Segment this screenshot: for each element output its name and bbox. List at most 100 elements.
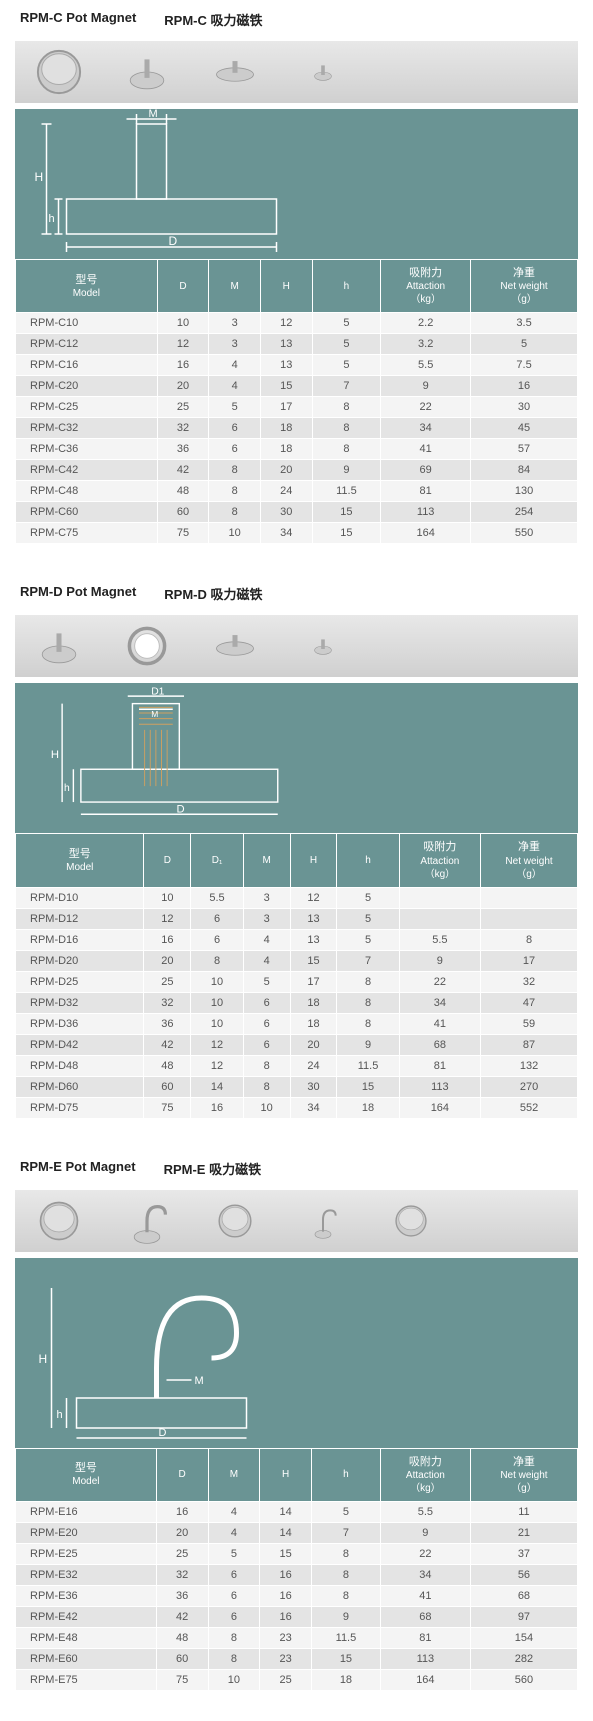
value-cell: 20 <box>156 1522 208 1543</box>
value-cell: 8 <box>337 992 399 1013</box>
value-cell: 48 <box>157 481 209 502</box>
value-cell: 10 <box>144 887 191 908</box>
value-cell: 7 <box>337 950 399 971</box>
product-icon <box>123 622 171 670</box>
value-cell: 15 <box>337 1076 399 1097</box>
product-icon <box>35 48 83 96</box>
product-icon <box>211 1197 259 1245</box>
product-icon <box>211 622 259 670</box>
value-cell: 75 <box>157 523 209 544</box>
value-cell: 60 <box>157 502 209 523</box>
product-icon <box>299 1197 347 1245</box>
value-cell <box>481 887 578 908</box>
value-cell: 16 <box>260 1585 312 1606</box>
table-row: RPM-E7575102518164560 <box>16 1669 578 1690</box>
value-cell: 4 <box>209 376 261 397</box>
value-cell: 4 <box>243 929 290 950</box>
value-cell: 57 <box>471 439 578 460</box>
value-cell: 36 <box>157 439 209 460</box>
value-cell: 130 <box>471 481 578 502</box>
model-cell: RPM-D10 <box>16 887 144 908</box>
value-cell: 164 <box>380 1669 470 1690</box>
table-row: RPM-E484882311.581154 <box>16 1627 578 1648</box>
column-header: h <box>312 1448 381 1501</box>
value-cell: 8 <box>208 1627 260 1648</box>
table-row: RPM-C363661884157 <box>16 439 578 460</box>
value-cell: 34 <box>381 418 471 439</box>
table-row: RPM-C7575103415164550 <box>16 523 578 544</box>
value-cell: 5 <box>312 355 381 376</box>
header-en: Attaction （kg） <box>383 1469 468 1495</box>
value-cell: 5 <box>337 908 399 929</box>
value-cell: 45 <box>471 418 578 439</box>
header-en: H <box>293 854 335 867</box>
value-cell: 10 <box>243 1097 290 1118</box>
value-cell: 14 <box>260 1501 312 1522</box>
model-cell: RPM-D60 <box>16 1076 144 1097</box>
table-row: RPM-C252551782230 <box>16 397 578 418</box>
header-en: D₁ <box>193 854 240 867</box>
header-en: h <box>315 280 379 293</box>
value-cell: 5.5 <box>399 929 480 950</box>
value-cell: 25 <box>144 971 191 992</box>
value-cell: 25 <box>157 397 209 418</box>
header-cn: 型号 <box>18 847 141 861</box>
model-cell: RPM-E16 <box>16 1501 157 1522</box>
value-cell: 84 <box>471 460 578 481</box>
column-header: 型号Model <box>16 1448 157 1501</box>
value-cell: 14 <box>191 1076 243 1097</box>
value-cell: 5 <box>337 929 399 950</box>
value-cell: 42 <box>156 1606 208 1627</box>
model-cell: RPM-D20 <box>16 950 144 971</box>
svg-text:h: h <box>57 1409 63 1421</box>
value-cell: 5.5 <box>191 887 243 908</box>
value-cell: 8 <box>191 950 243 971</box>
value-cell: 113 <box>380 1648 470 1669</box>
value-cell: 15 <box>260 376 312 397</box>
value-cell: 154 <box>470 1627 577 1648</box>
value-cell: 68 <box>399 1034 480 1055</box>
model-cell: RPM-C75 <box>16 523 158 544</box>
table-row: RPM-C20204157916 <box>16 376 578 397</box>
table-row: RPM-C424282096984 <box>16 460 578 481</box>
value-cell: 254 <box>471 502 578 523</box>
value-cell: 17 <box>260 397 312 418</box>
model-cell: RPM-C32 <box>16 418 158 439</box>
value-cell: 7 <box>312 1522 381 1543</box>
spec-table: 型号ModelDD₁MHh吸附力Attaction （kg）净重Net weig… <box>15 833 578 1118</box>
product-icon <box>299 48 347 96</box>
model-cell: RPM-E42 <box>16 1606 157 1627</box>
value-cell: 6 <box>208 1585 260 1606</box>
value-cell: 11 <box>470 1501 577 1522</box>
column-header: H <box>260 1448 312 1501</box>
model-cell: RPM-D42 <box>16 1034 144 1055</box>
value-cell: 4 <box>208 1522 260 1543</box>
table-row: RPM-E20204147921 <box>16 1522 578 1543</box>
svg-text:h: h <box>49 213 55 225</box>
value-cell: 41 <box>399 1013 480 1034</box>
product-icon <box>387 1197 435 1245</box>
value-cell: 6 <box>191 908 243 929</box>
table-row: RPM-C161641355.57.5 <box>16 355 578 376</box>
value-cell: 68 <box>470 1585 577 1606</box>
section-1: RPM-D Pot MagnetRPM-D 吸力磁铁 D1 M H h D 型号… <box>0 574 593 1118</box>
value-cell: 3 <box>209 334 261 355</box>
header-cn: 净重 <box>473 1455 575 1469</box>
value-cell: 11.5 <box>312 1627 381 1648</box>
table-row: RPM-E252551582237 <box>16 1543 578 1564</box>
value-cell: 18 <box>312 1669 381 1690</box>
value-cell: 5 <box>243 971 290 992</box>
value-cell: 20 <box>144 950 191 971</box>
value-cell: 16 <box>191 1097 243 1118</box>
product-image-strip <box>15 1190 578 1252</box>
value-cell: 552 <box>481 1097 578 1118</box>
model-cell: RPM-C60 <box>16 502 158 523</box>
model-cell: RPM-E36 <box>16 1585 157 1606</box>
value-cell: 16 <box>471 376 578 397</box>
value-cell: 20 <box>290 1034 337 1055</box>
table-row: RPM-D121263135 <box>16 908 578 929</box>
value-cell: 3.5 <box>471 313 578 334</box>
value-cell <box>481 908 578 929</box>
header-en: Net weight （g） <box>473 1469 575 1495</box>
model-cell: RPM-D48 <box>16 1055 144 1076</box>
